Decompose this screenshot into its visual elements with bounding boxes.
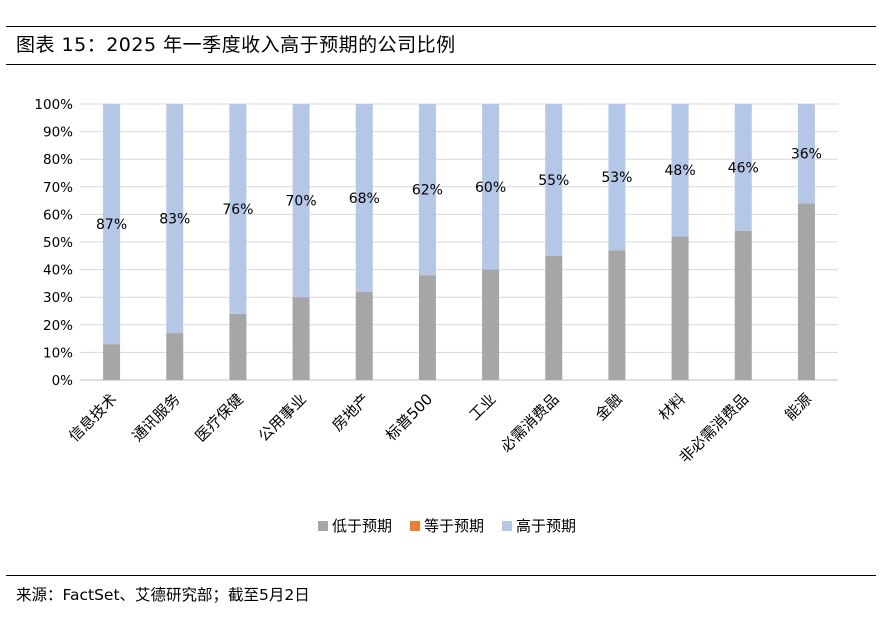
x-tick-label: 医疗保健	[192, 390, 247, 445]
y-tick-label: 60%	[43, 207, 73, 223]
x-tick-label: 能源	[781, 390, 815, 424]
chart-legend: 低于预期 等于预期 高于预期	[0, 515, 894, 536]
legend-swatch-equal	[409, 520, 420, 531]
legend-item-below: 低于预期	[317, 515, 392, 536]
legend-label-above: 高于预期	[516, 517, 577, 535]
x-tick-label: 标普500	[382, 390, 436, 444]
x-tick-label: 通讯服务	[128, 390, 183, 445]
bar-below	[229, 313, 247, 380]
bar-above	[229, 104, 247, 314]
bar-above	[545, 104, 563, 256]
y-tick-label: 20%	[43, 318, 73, 334]
x-tick-label: 公用事业	[255, 390, 310, 445]
y-tick-label: 50%	[43, 235, 73, 251]
y-tick-label: 40%	[43, 263, 73, 279]
y-tick-label: 80%	[43, 152, 73, 168]
legend-label-equal: 等于预期	[423, 517, 484, 535]
bar-above	[166, 104, 184, 334]
data-label: 53%	[601, 170, 632, 186]
bar-above	[292, 104, 310, 298]
bar-above	[355, 104, 373, 292]
x-tick-label: 必需消费品	[497, 390, 563, 456]
x-tick-label: 信息技术	[65, 390, 120, 445]
data-label: 68%	[349, 191, 380, 207]
x-tick-label: 材料	[655, 390, 689, 424]
bar-below	[734, 230, 752, 380]
bar-above	[418, 104, 436, 276]
data-label: 60%	[475, 180, 506, 196]
footer-rule	[6, 575, 876, 576]
y-tick-label: 10%	[43, 345, 73, 361]
bar-above	[103, 104, 121, 345]
bar-below	[103, 344, 121, 380]
bar-below	[482, 269, 500, 380]
y-tick-label: 90%	[43, 125, 73, 141]
y-tick-label: 70%	[43, 180, 73, 196]
data-label: 55%	[538, 173, 569, 189]
bar-above	[482, 104, 500, 270]
source-note: 来源：FactSet、艾德研究部；截至5月2日	[16, 586, 310, 604]
y-tick-label: 30%	[43, 290, 73, 306]
x-tick-label: 金融	[592, 390, 626, 424]
bar-below	[292, 297, 310, 380]
x-tick-label: 房地产	[329, 390, 374, 435]
bar-below	[608, 250, 626, 380]
data-label: 36%	[791, 147, 822, 163]
data-label: 62%	[412, 183, 443, 199]
legend-item-above: 高于预期	[502, 515, 576, 536]
bar-above	[608, 104, 626, 251]
data-label: 70%	[286, 194, 317, 210]
top-rule	[6, 26, 876, 27]
legend-item-equal: 等于预期	[409, 515, 484, 536]
bar-above	[734, 104, 752, 231]
data-label: 48%	[665, 163, 696, 179]
data-label: 83%	[159, 212, 190, 228]
data-label: 76%	[222, 202, 253, 218]
bar-below	[418, 275, 436, 380]
legend-label-below: 低于预期	[331, 517, 392, 535]
bar-above	[797, 104, 815, 204]
y-tick-label: 0%	[52, 373, 74, 389]
bar-above	[671, 104, 689, 237]
legend-swatch-above	[502, 520, 512, 531]
bar-below	[671, 236, 689, 380]
bar-below	[545, 255, 563, 380]
bar-below	[166, 333, 184, 380]
page-title: 图表 15：2025 年一季度收入高于预期的公司比例	[16, 34, 456, 56]
data-label: 87%	[96, 217, 127, 233]
bar-below	[355, 291, 373, 380]
x-tick-label: 工业	[465, 390, 499, 424]
title-rule	[6, 64, 876, 65]
bar-below	[797, 203, 815, 380]
data-label: 46%	[728, 160, 759, 176]
y-tick-label: 100%	[34, 97, 73, 113]
legend-swatch-below	[317, 520, 328, 531]
